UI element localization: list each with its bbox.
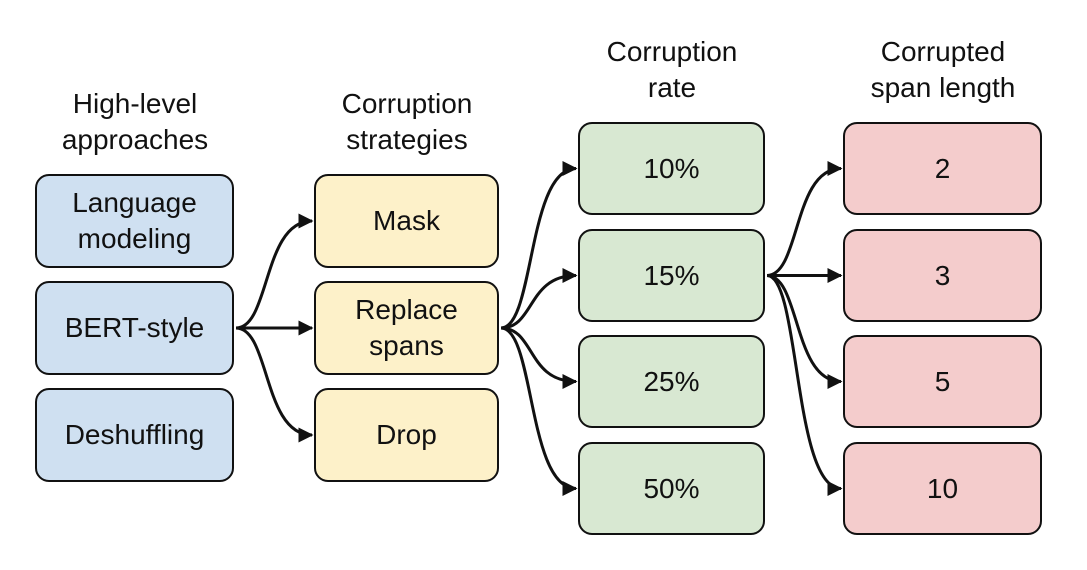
header-corruption-strategies: Corruption strategies [341,88,473,155]
strategy-replace-spans: Replace spans [314,281,499,375]
rate-25-percent: 25% [578,335,765,428]
edge-rate-15-to-length-5 [766,274,843,389]
strategy-mask: Mask [314,174,499,268]
approach-deshuffling: Deshuffling [35,388,234,482]
rate-50-percent: 50% [578,442,765,535]
edge-approach-bert-style-to-strategy-drop [235,326,314,443]
approach-bert-style: BERT-style [35,281,234,375]
header-high-level-approaches: High-level approaches [61,88,209,155]
strategy-drop: Drop [314,388,499,482]
edge-strategy-replace-spans-to-rate-10 [500,161,578,330]
span-length-10: 10 [843,442,1042,535]
header-corruption-rate: Corruption rate [606,36,738,103]
approach-language-modeling: Language modeling [35,174,234,268]
rate-15-percent: 15% [578,229,765,322]
edge-strategy-replace-spans-to-rate-25 [500,326,578,389]
header-corrupted-span-length: Corrupted span length [870,36,1016,103]
span-length-5: 5 [843,335,1042,428]
edge-rate-15-to-length-10 [766,274,843,496]
edge-strategy-replace-spans-to-rate-15 [500,268,578,330]
edge-approach-bert-style-to-strategy-mask [235,213,314,330]
edge-rate-15-to-length-2 [766,161,843,277]
span-length-3: 3 [843,229,1042,322]
edge-strategy-replace-spans-to-rate-50 [500,326,578,496]
rate-10-percent: 10% [578,122,765,215]
span-length-2: 2 [843,122,1042,215]
